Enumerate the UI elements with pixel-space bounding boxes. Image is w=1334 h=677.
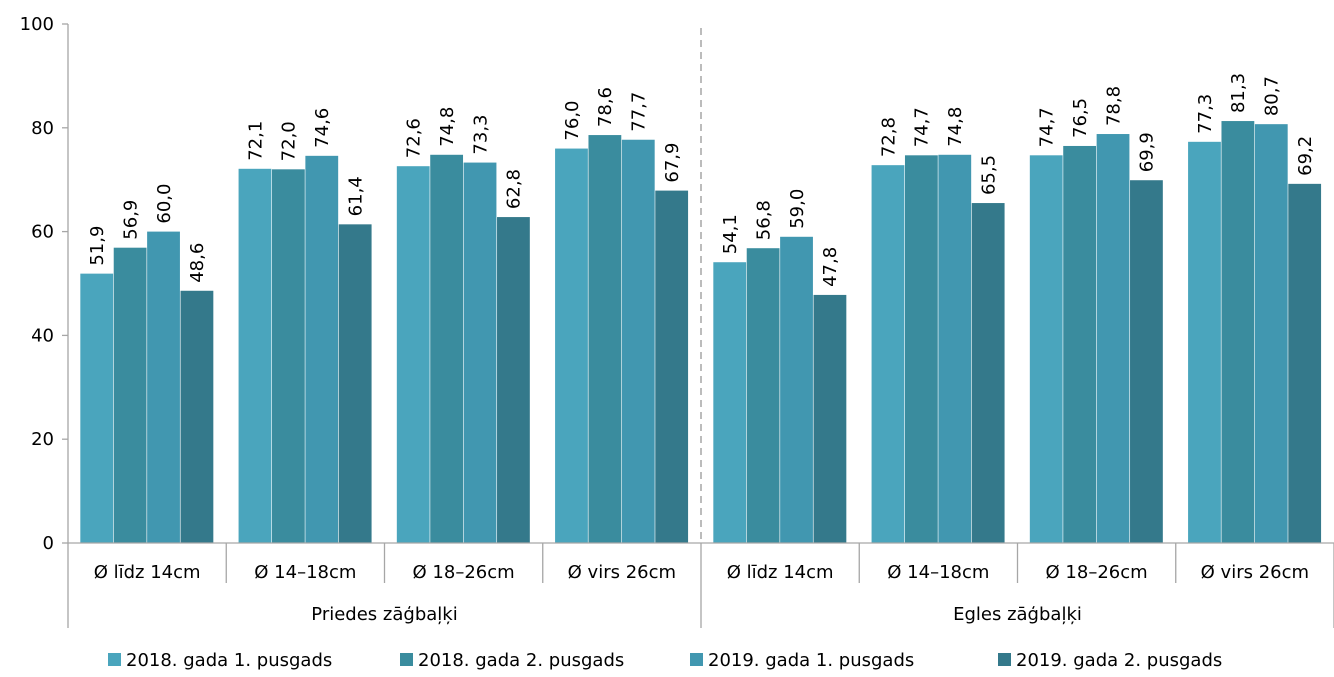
category-label: Ø līdz 14cm (727, 562, 834, 583)
data-label: 62,8 (504, 169, 525, 209)
data-label: 72,8 (878, 117, 899, 157)
bar (497, 217, 530, 543)
bar (80, 273, 114, 543)
bar (396, 166, 430, 543)
bar (1288, 183, 1322, 544)
data-label: 76,0 (562, 100, 583, 140)
bar (555, 148, 588, 543)
data-label: 54,1 (720, 214, 741, 254)
data-label: 81,3 (1228, 73, 1249, 113)
y-tick-label: 60 (31, 222, 54, 243)
legend-swatch (108, 653, 121, 666)
bar (1254, 124, 1288, 544)
bar (813, 294, 847, 543)
bar (1096, 134, 1130, 543)
y-tick-label: 80 (31, 118, 54, 139)
bar (971, 203, 1005, 543)
data-label: 76,5 (1070, 98, 1091, 138)
category-label: Ø līdz 14cm (94, 562, 201, 583)
bar (746, 248, 780, 543)
data-label: 65,5 (978, 155, 999, 195)
bar (621, 139, 655, 543)
y-tick-label: 0 (43, 533, 54, 554)
legend-swatch (400, 653, 413, 666)
data-label: 48,6 (187, 243, 208, 283)
data-label: 56,8 (753, 200, 774, 240)
group-label: Egles zāģbaļķi (953, 604, 1082, 625)
bar (938, 154, 972, 543)
bar (780, 236, 813, 544)
y-tick-label: 40 (31, 325, 54, 346)
bars (80, 121, 1322, 544)
legend-label: 2019. gada 2. pusgads (1016, 650, 1222, 671)
group-label: Priedes zāģbaļķi (311, 604, 457, 625)
bar (430, 154, 464, 543)
bar (1130, 180, 1163, 543)
bar (271, 169, 305, 543)
data-label: 59,0 (787, 189, 808, 229)
data-label: 77,7 (629, 92, 650, 132)
data-label: 67,9 (662, 143, 683, 183)
category-label: Ø 14–18cm (254, 562, 356, 583)
data-label: 56,9 (120, 200, 141, 240)
data-labels: 51,9 56,9 60,0 48,6 72,1 72,0 74,6 61,4 72,6 74,8… (87, 73, 1316, 287)
legend-swatch (998, 653, 1011, 666)
data-label: 74,8 (945, 107, 966, 147)
data-label: 78,8 (1103, 86, 1124, 126)
category-label: Ø virs 26cm (568, 562, 676, 583)
category-label: Ø 18–26cm (413, 562, 515, 583)
data-label: 72,6 (404, 118, 425, 158)
data-label: 74,7 (1037, 107, 1058, 147)
data-label: 74,8 (437, 107, 458, 147)
data-label: 80,7 (1262, 76, 1283, 116)
legend-label: 2018. gada 2. pusgads (418, 650, 624, 671)
bar (588, 135, 622, 544)
legend-label: 2018. gada 1. pusgads (126, 650, 332, 671)
bar (1029, 155, 1063, 543)
bar (655, 190, 689, 543)
data-label: 47,8 (820, 247, 841, 287)
data-label: 60,0 (154, 184, 175, 224)
category-label: Ø 18–26cm (1046, 562, 1148, 583)
category-label: Ø 14–18cm (887, 562, 989, 583)
legend-label: 2019. gada 1. pusgads (708, 650, 914, 671)
bar (305, 155, 339, 544)
bar (871, 165, 905, 543)
legend: 2018. gada 1. pusgads 2018. gada 2. pusga… (108, 650, 1222, 671)
bar (238, 168, 272, 543)
data-label: 74,6 (312, 108, 333, 148)
bar (713, 262, 747, 543)
data-label: 73,3 (470, 114, 491, 154)
bar (463, 162, 497, 543)
data-label: 72,1 (245, 121, 266, 161)
bar (1188, 141, 1221, 544)
data-label: 77,3 (1195, 94, 1216, 134)
bar (113, 247, 147, 543)
data-label: 74,7 (912, 107, 933, 147)
data-label: 72,0 (279, 121, 300, 161)
legend-swatch (690, 653, 703, 666)
y-tick-label: 100 (20, 14, 54, 35)
bar (338, 224, 372, 544)
x-axis: Ø līdz 14cm Ø 14–18cm Ø 18–26cm Ø virs 26cm… (67, 542, 1334, 628)
data-label: 61,4 (345, 176, 366, 216)
bar (147, 231, 180, 543)
data-label: 69,9 (1137, 132, 1158, 172)
bar (904, 155, 938, 543)
bar (1063, 145, 1097, 543)
category-label: Ø virs 26cm (1201, 562, 1309, 583)
data-label: 78,6 (595, 87, 616, 127)
data-label: 69,2 (1295, 136, 1316, 176)
axes: 0 20 40 60 80 100 (20, 14, 702, 554)
bar (180, 290, 214, 543)
y-tick-label: 20 (31, 429, 54, 450)
data-label: 51,9 (87, 226, 108, 266)
bar (1221, 121, 1255, 543)
